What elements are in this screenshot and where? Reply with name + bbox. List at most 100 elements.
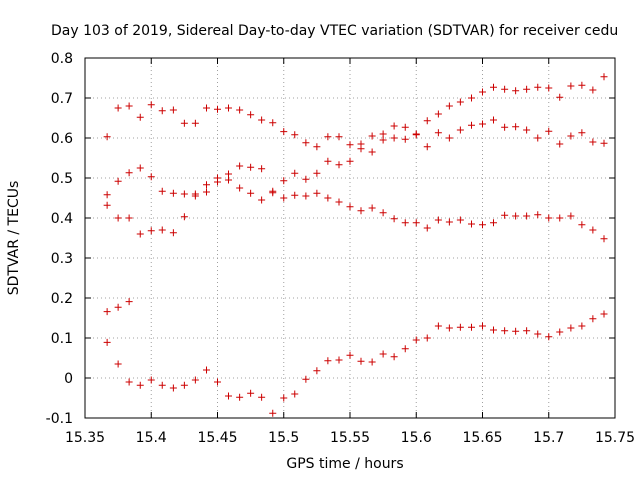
- y-axis-label: SDTVAR / TECUs: [6, 181, 22, 296]
- data-point: [379, 209, 387, 217]
- x-tick-label: 15.5: [268, 430, 299, 446]
- data-point: [368, 358, 376, 366]
- data-point: [412, 336, 420, 344]
- data-point: [191, 119, 199, 127]
- gridlines: [85, 58, 615, 418]
- data-point: [357, 207, 365, 215]
- data-point: [456, 126, 464, 134]
- x-tick-labels: 15.35 15.4 15.45 15.5 15.55 15.6 15.65 15.7 15.7…: [65, 430, 635, 446]
- data-point: [236, 106, 244, 114]
- data-point: [523, 85, 531, 93]
- data-point: [434, 110, 442, 118]
- data-point: [136, 381, 144, 389]
- data-point: [600, 235, 608, 243]
- data-point: [379, 130, 387, 138]
- y-tick-label: 0: [64, 371, 73, 387]
- data-point: [390, 122, 398, 130]
- data-point: [280, 194, 288, 202]
- data-point: [313, 143, 321, 151]
- data-point: [103, 338, 111, 346]
- data-point: [423, 334, 431, 342]
- data-point: [158, 187, 166, 195]
- data-point: [324, 357, 332, 365]
- data-point: [169, 189, 177, 197]
- x-tick-label: 15.7: [533, 430, 564, 446]
- data-point: [214, 378, 221, 386]
- data-point: [335, 133, 343, 141]
- data-point: [545, 84, 553, 92]
- data-point: [302, 192, 310, 200]
- data-point: [335, 161, 343, 169]
- x-axis-label: GPS time / hours: [286, 456, 403, 472]
- data-point: [214, 178, 221, 186]
- data-point: [468, 121, 476, 129]
- data-point: [302, 139, 310, 147]
- data-point: [346, 141, 354, 149]
- data-point: [412, 219, 420, 227]
- data-point: [523, 126, 531, 134]
- data-point: [346, 157, 354, 165]
- data-point: [324, 157, 332, 165]
- data-point: [600, 139, 608, 147]
- y-tick-label: 0.7: [51, 91, 73, 107]
- data-point: [445, 102, 453, 110]
- data-point: [203, 366, 211, 374]
- data-point: [589, 315, 597, 323]
- data-point: [589, 226, 597, 234]
- data-point: [258, 116, 266, 124]
- data-point: [523, 327, 531, 335]
- y-tick-label: 0.6: [51, 131, 73, 147]
- data-point: [412, 131, 420, 139]
- data-point: [534, 330, 542, 338]
- data-point: [390, 215, 398, 223]
- data-point: [423, 143, 431, 151]
- data-point: [180, 213, 188, 221]
- data-point: [180, 381, 188, 389]
- data-point: [180, 119, 188, 127]
- data-point: [567, 82, 575, 90]
- y-tick-label: 0.2: [51, 291, 73, 307]
- data-point: [401, 219, 409, 227]
- chart-title: Day 103 of 2019, Sidereal Day-to-day VTE…: [51, 23, 618, 39]
- data-point: [269, 409, 277, 417]
- data-point: [158, 381, 166, 389]
- y-tick-label: 0.1: [51, 331, 73, 347]
- data-point: [401, 123, 409, 131]
- data-point: [224, 176, 232, 184]
- data-point: [169, 384, 177, 392]
- data-point: [434, 322, 442, 330]
- data-point: [390, 134, 398, 142]
- data-point: [158, 226, 166, 234]
- data-point: [291, 390, 299, 398]
- data-point: [379, 136, 387, 144]
- data-point: [136, 164, 144, 172]
- data-point: [335, 356, 343, 364]
- data-point: [468, 323, 476, 331]
- data-point: [578, 221, 586, 229]
- data-point: [324, 194, 332, 202]
- data-point: [103, 191, 111, 199]
- data-point: [423, 117, 431, 125]
- data-point: [556, 93, 564, 101]
- data-point: [313, 169, 321, 177]
- data-point: [236, 184, 244, 192]
- y-tick-label: 0.4: [51, 211, 73, 227]
- data-point: [114, 104, 122, 112]
- data-point: [280, 394, 288, 402]
- data-point: [534, 211, 542, 219]
- data-point: [468, 94, 476, 102]
- data-point: [578, 81, 586, 89]
- data-point: [346, 351, 354, 359]
- data-point: [501, 123, 509, 131]
- data-point: [545, 333, 553, 341]
- data-point: [302, 375, 310, 383]
- data-point: [247, 189, 255, 197]
- data-point: [103, 201, 111, 209]
- data-point: [479, 322, 486, 330]
- data-point: [401, 345, 409, 353]
- data-point: [489, 83, 497, 91]
- y-tick-label: 0.3: [51, 251, 73, 267]
- data-point: [556, 140, 564, 148]
- x-tick-label: 15.75: [595, 430, 635, 446]
- data-point: [103, 308, 111, 316]
